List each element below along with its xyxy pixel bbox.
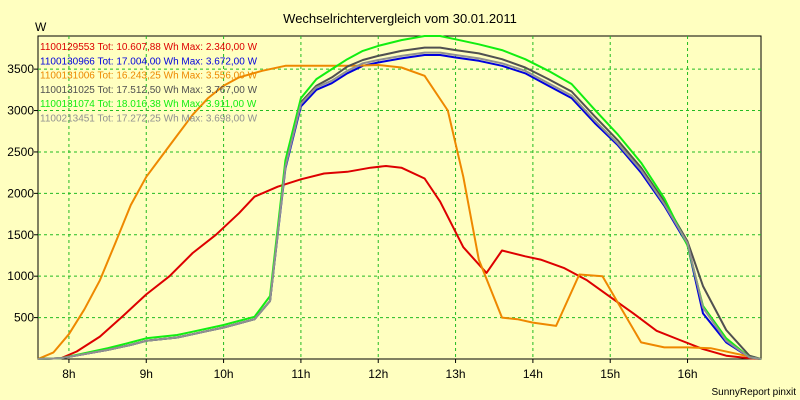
legend-entry-6: 1100213451 Tot: 17.272,25 Wh Max: 3.698,… [40,114,258,125]
plot-area [37,35,762,360]
y-tick-label: 3500 [7,62,34,76]
y-tick-label: 2000 [7,186,34,200]
series-line-6 [37,51,762,360]
x-tick-label: 11h [291,367,310,381]
x-tick-label: 9h [140,367,153,381]
legend-entry-4: 1100131025 Tot: 17.512,50 Wh Max: 3.767,… [40,85,258,96]
series-line-1 [37,165,762,360]
y-tick-label: 2500 [7,145,34,159]
chart-title: Wechselrichtervergleich vom 30.01.2011 [283,11,517,26]
legend-entry-3: 1100131006 Tot: 16.243,25 Wh Max: 3.556,… [40,71,258,82]
y-tick-label: 1000 [7,269,34,283]
y-tick-label: 1500 [7,228,34,242]
x-tick-label: 15h [600,367,620,381]
legend: 1100129553 Tot: 10.607,88 Wh Max: 2.340,… [40,42,258,125]
footer-credit: SunnyReport pinxit [712,387,797,398]
x-tick-label: 14h [523,367,543,381]
series-line-5 [37,35,762,360]
y-axis-label: W [35,20,47,34]
y-tick-label: 500 [14,311,34,325]
y-tick-label: 3000 [7,104,34,118]
x-tick-label: 8h [62,367,75,381]
legend-entry-1: 1100129553 Tot: 10.607,88 Wh Max: 2.340,… [40,42,258,53]
x-tick-label: 10h [214,367,234,381]
x-tick-label: 13h [446,367,466,381]
x-axis-ticks: 8h 9h 10h 11h 12h 13h 14h 15h 16h [62,359,698,381]
legend-entry-5: 1100131074 Tot: 18.016,38 Wh Max: 3.911,… [40,99,257,110]
series-line-3 [37,64,762,360]
legend-entry-2: 1100130966 Tot: 17.004,00 Wh Max: 3.672,… [40,56,258,67]
y-axis-ticks: 500 1000 1500 2000 2500 3000 3500 [7,62,38,325]
series-lines [37,35,762,360]
x-tick-label: 12h [368,367,388,381]
x-tick-label: 16h [678,367,698,381]
